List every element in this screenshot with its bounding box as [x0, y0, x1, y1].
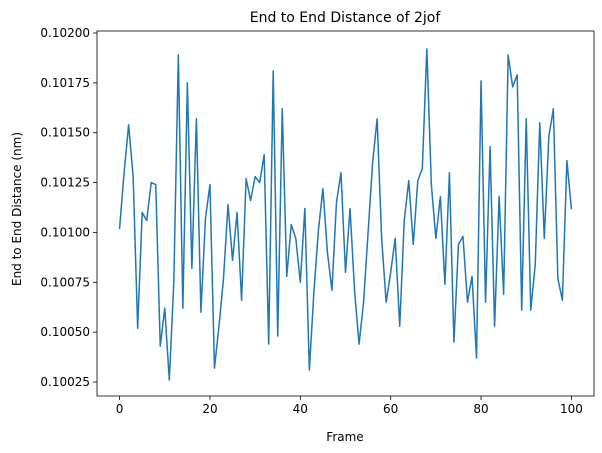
y-tick-label: 0.10075	[40, 275, 90, 289]
y-tick-label: 0.10200	[40, 26, 90, 40]
y-axis-label: End to End Distance (nm)	[10, 132, 24, 286]
x-tick-label: 80	[473, 402, 488, 416]
x-tick-label: 40	[293, 402, 308, 416]
chart-title: End to End Distance of 2jof	[250, 10, 442, 26]
axes-frame	[96, 30, 595, 397]
x-axis-label: Frame	[326, 430, 363, 444]
x-tick-label: 20	[202, 402, 217, 416]
y-tick-label: 0.10025	[40, 375, 90, 389]
plot-area: 0 20 40 60 80 100 0.10025 0.10050 0.10075 0.10100…	[40, 26, 595, 416]
y-tick-label: 0.10175	[40, 76, 90, 90]
y-tick-label: 0.10150	[40, 126, 90, 140]
x-tick-label: 60	[383, 402, 398, 416]
series-line-0	[118, 48, 573, 381]
y-tick-label: 0.10125	[40, 176, 90, 190]
y-tick-label: 0.10050	[40, 325, 90, 339]
x-tick-label: 100	[560, 402, 583, 416]
y-tick-label: 0.10100	[40, 225, 90, 239]
x-tick-label: 0	[116, 402, 124, 416]
